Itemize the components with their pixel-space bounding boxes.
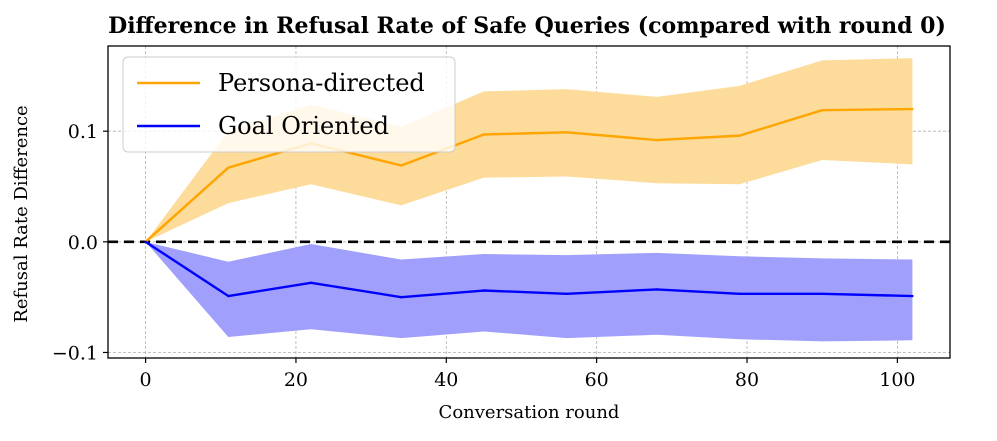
series-lines [144,107,914,299]
series-line-persona-directed [144,107,913,243]
data-point-goal-oriented-6 [655,288,659,291]
data-point-persona-directed-4 [482,133,486,136]
plot-frame [107,45,951,359]
data-point-goal-oriented-7 [738,292,741,296]
data-point-persona-directed-8 [820,108,824,112]
x-tick-label-5: 100 [879,369,915,391]
chart-title: Difference in Refusal Rate of Safe Queri… [108,13,946,39]
data-point-goal-oriented-5 [565,292,568,296]
data-point-goal-oriented-8 [820,292,824,296]
y-tick-label-0: 0.1 [68,121,98,143]
data-point-persona-directed-6 [655,138,659,142]
data-point-persona-directed-1 [227,166,230,169]
x-tick-label-2: 40 [434,369,458,391]
legend-label-persona-directed: Persona-directed [218,69,425,97]
data-point-persona-directed-3 [399,164,403,167]
y-tick-label-1: 0.0 [68,232,98,254]
x-tick-label-1: 20 [284,369,308,391]
data-point-goal-oriented-1 [227,294,230,298]
confidence-band-persona-directed [145,58,913,242]
data-point-goal-oriented-2 [309,281,313,284]
x-tick-label-0: 0 [140,369,152,391]
data-point-goal-oriented-0 [144,240,147,244]
data-point-goal-oriented-3 [399,295,403,299]
data-point-goal-oriented-4 [482,289,486,292]
axis-ticks: 0 20 40 60 80 100 0.1 0.0 −0.1 [52,121,916,391]
x-axis-label: Conversation round [439,402,620,423]
legend: Persona-directed Goal Oriented [122,56,456,153]
legend-label-goal-oriented: Goal Oriented [218,112,389,140]
y-tick-label-2: −0.1 [52,342,98,364]
data-point-persona-directed-9 [911,107,914,111]
data-point-persona-directed-5 [565,131,568,134]
series-line-goal-oriented [144,240,913,299]
data-point-goal-oriented-9 [911,294,914,298]
y-axis-label: Refusal Rate Difference [11,105,32,322]
x-tick-label-4: 80 [735,369,759,391]
legend-box [122,56,456,153]
data-point-persona-directed-7 [738,134,741,137]
x-tick-label-3: 60 [585,369,609,391]
